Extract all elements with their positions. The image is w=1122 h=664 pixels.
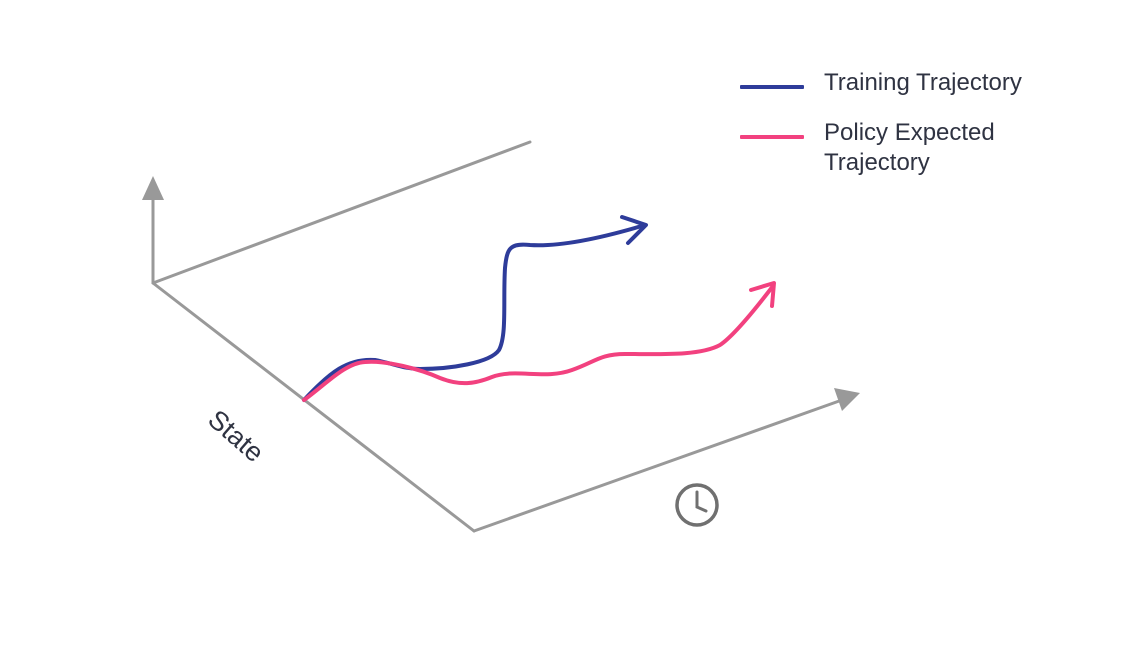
policy-expected-trajectory-arrowhead	[749, 281, 776, 308]
state-axis	[151, 281, 476, 533]
training-trajectory-arrowhead	[620, 215, 648, 245]
training-trajectory	[302, 215, 648, 402]
time-axis-arrowhead	[834, 388, 860, 411]
time-axis	[472, 398, 844, 533]
legend: Training Trajectory Policy Expected Traj…	[740, 68, 1100, 198]
training-trajectory-line	[302, 223, 647, 402]
legend-item-training-trajectory: Training Trajectory	[740, 68, 1100, 98]
clock-icon	[675, 483, 719, 527]
axes	[151, 140, 844, 533]
legend-swatch-policy	[740, 135, 804, 139]
legend-label-training: Training Trajectory	[824, 69, 1022, 96]
legend-swatch-training	[740, 85, 804, 89]
policy-expected-trajectory-line	[302, 284, 775, 402]
legend-label-policy: Policy Expected Trajectory	[824, 119, 995, 176]
vertical-axis-arrowhead	[142, 176, 164, 200]
legend-item-policy-expected-trajectory: Policy Expected Trajectory	[740, 118, 1100, 178]
back-edge-line	[151, 140, 532, 285]
policy-expected-trajectory	[302, 281, 776, 402]
